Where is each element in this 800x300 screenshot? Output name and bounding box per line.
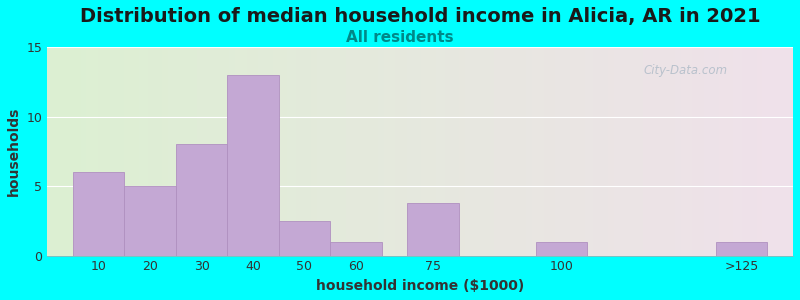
Bar bbox=[227, 75, 278, 256]
Y-axis label: households: households bbox=[7, 106, 21, 196]
Bar bbox=[176, 144, 227, 256]
X-axis label: household income ($1000): household income ($1000) bbox=[316, 279, 524, 293]
Title: Distribution of median household income in Alicia, AR in 2021: Distribution of median household income … bbox=[80, 7, 761, 26]
Bar bbox=[73, 172, 124, 256]
Bar bbox=[536, 242, 587, 256]
Bar bbox=[407, 203, 458, 256]
Bar bbox=[716, 242, 767, 256]
Bar bbox=[330, 242, 382, 256]
Bar bbox=[124, 186, 176, 256]
Text: City-Data.com: City-Data.com bbox=[644, 64, 728, 76]
Text: All residents: All residents bbox=[346, 30, 454, 45]
Bar bbox=[278, 221, 330, 256]
